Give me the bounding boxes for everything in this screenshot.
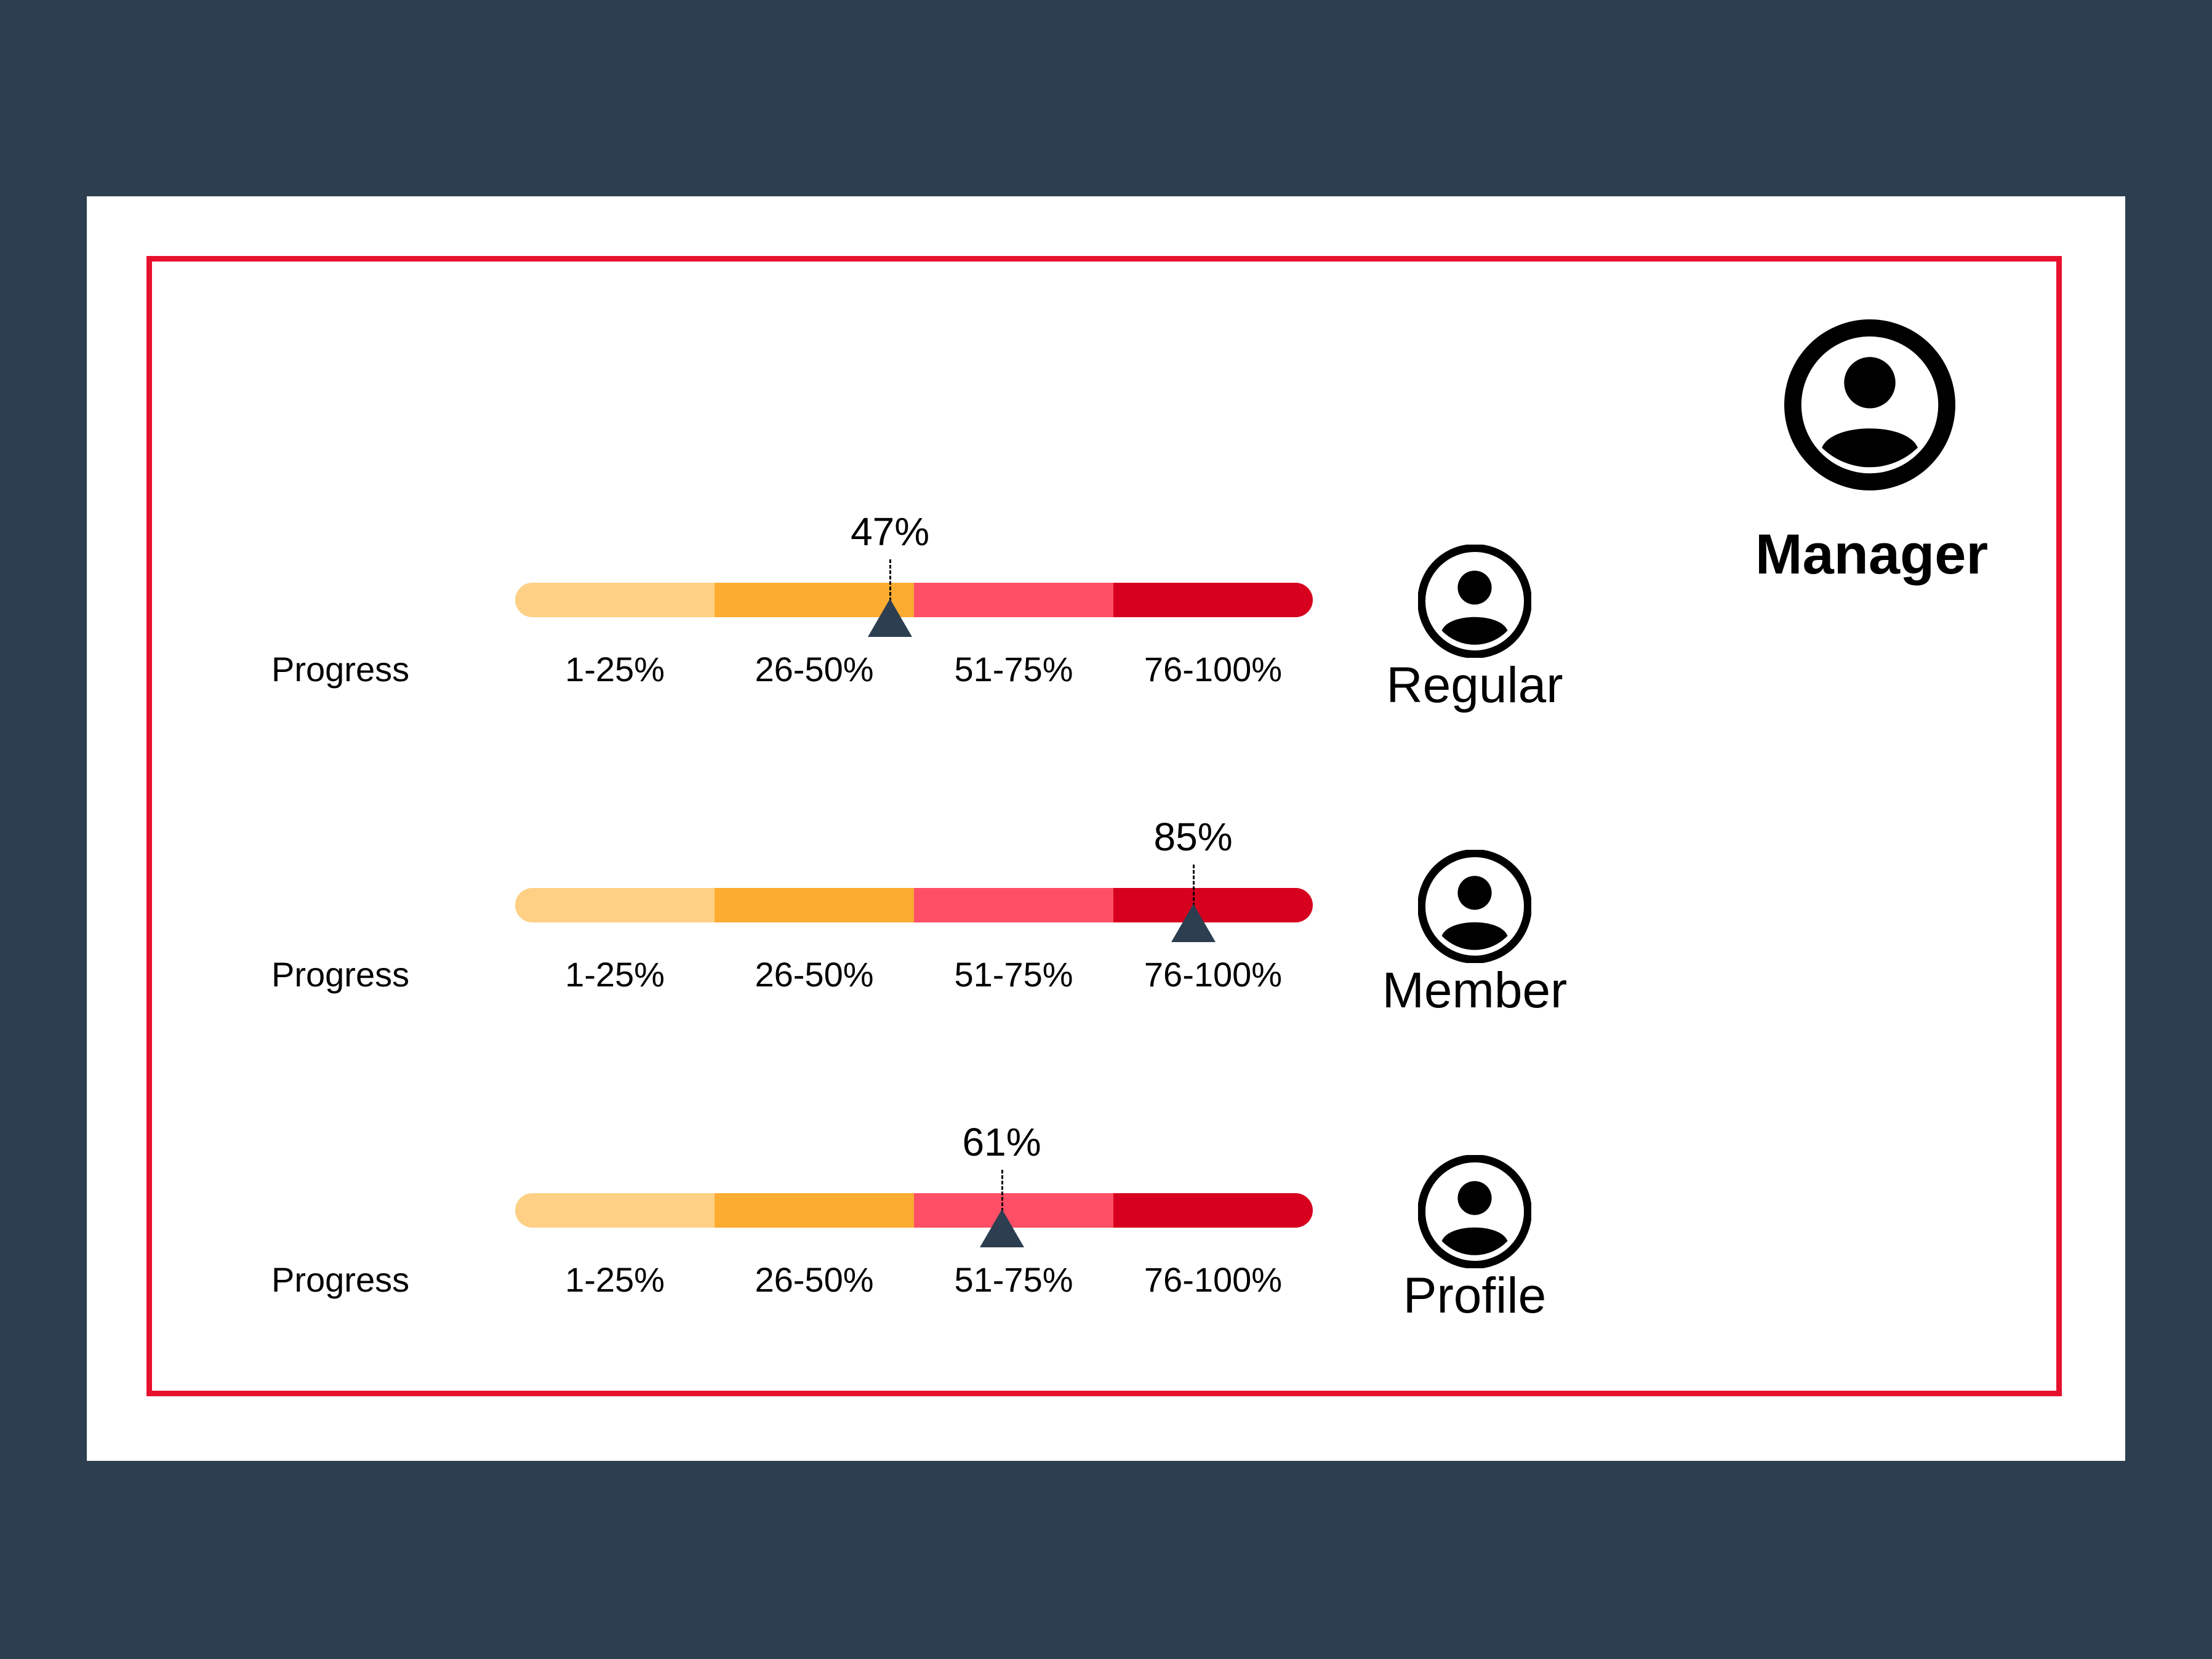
account-circle-icon <box>1784 319 1955 490</box>
segment-76-100 <box>1113 583 1313 617</box>
progress-label: Progress <box>271 1260 410 1299</box>
segment-1-25 <box>515 583 715 617</box>
progress-marker: 47% <box>828 509 952 644</box>
marker-line <box>889 559 892 601</box>
segment-label: 76-100% <box>1144 650 1283 689</box>
segment-26-50 <box>715 888 914 922</box>
account-circle-icon <box>1418 1155 1531 1268</box>
segment-label: 76-100% <box>1144 1260 1283 1299</box>
progress-value: 61% <box>962 1120 1041 1164</box>
segment-1-25 <box>515 1193 715 1228</box>
segment-label: 76-100% <box>1144 955 1283 994</box>
progress-value: 47% <box>851 510 930 554</box>
progress-label: Progress <box>271 955 410 994</box>
account-circle-icon <box>1418 545 1531 658</box>
segment-51-75 <box>914 583 1113 617</box>
segment-label: 26-50% <box>755 1260 874 1299</box>
account-circle-icon <box>1418 850 1531 963</box>
segment-label: 26-50% <box>755 955 874 994</box>
segment-1-25 <box>515 888 715 922</box>
progress-marker: 85% <box>1132 814 1255 949</box>
highlight-frame <box>146 256 2062 1396</box>
segment-label: 51-75% <box>954 650 1073 689</box>
progress-bar <box>515 1193 1313 1228</box>
progress-marker: 61% <box>940 1119 1064 1255</box>
segment-label: 51-75% <box>954 1260 1073 1299</box>
content-card: Manager Progress 1-25% 26-50% 51-75% 76-… <box>87 196 2125 1461</box>
role-label: Profile <box>1403 1268 1547 1324</box>
marker-pointer <box>868 599 913 637</box>
segment-label: 1-25% <box>565 1260 665 1299</box>
role-label: Regular <box>1386 657 1563 713</box>
segment-label: 26-50% <box>755 650 874 689</box>
progress-row-profile: Progress 1-25% 26-50% 51-75% 76-100% 61%… <box>87 1119 2125 1365</box>
marker-pointer <box>979 1209 1024 1247</box>
role-label: Member <box>1382 962 1568 1018</box>
segment-76-100 <box>1113 1193 1313 1228</box>
segment-label: 1-25% <box>565 955 665 994</box>
segment-label: 1-25% <box>565 650 665 689</box>
segment-26-50 <box>715 1193 914 1228</box>
progress-label: Progress <box>271 650 410 689</box>
segment-label: 51-75% <box>954 955 1073 994</box>
marker-line <box>1001 1170 1003 1212</box>
marker-line <box>1192 865 1195 906</box>
marker-pointer <box>1171 904 1216 942</box>
progress-bar <box>515 888 1313 922</box>
segment-51-75 <box>914 888 1113 922</box>
progress-row-regular: Progress 1-25% 26-50% 51-75% 76-100% 47%… <box>87 509 2125 755</box>
manager-label: Manager <box>1755 523 1989 586</box>
manager-profile: Manager <box>1687 319 2056 602</box>
progress-value: 85% <box>1153 815 1233 859</box>
progress-row-member: Progress 1-25% 26-50% 51-75% 76-100% 85%… <box>87 814 2125 1060</box>
